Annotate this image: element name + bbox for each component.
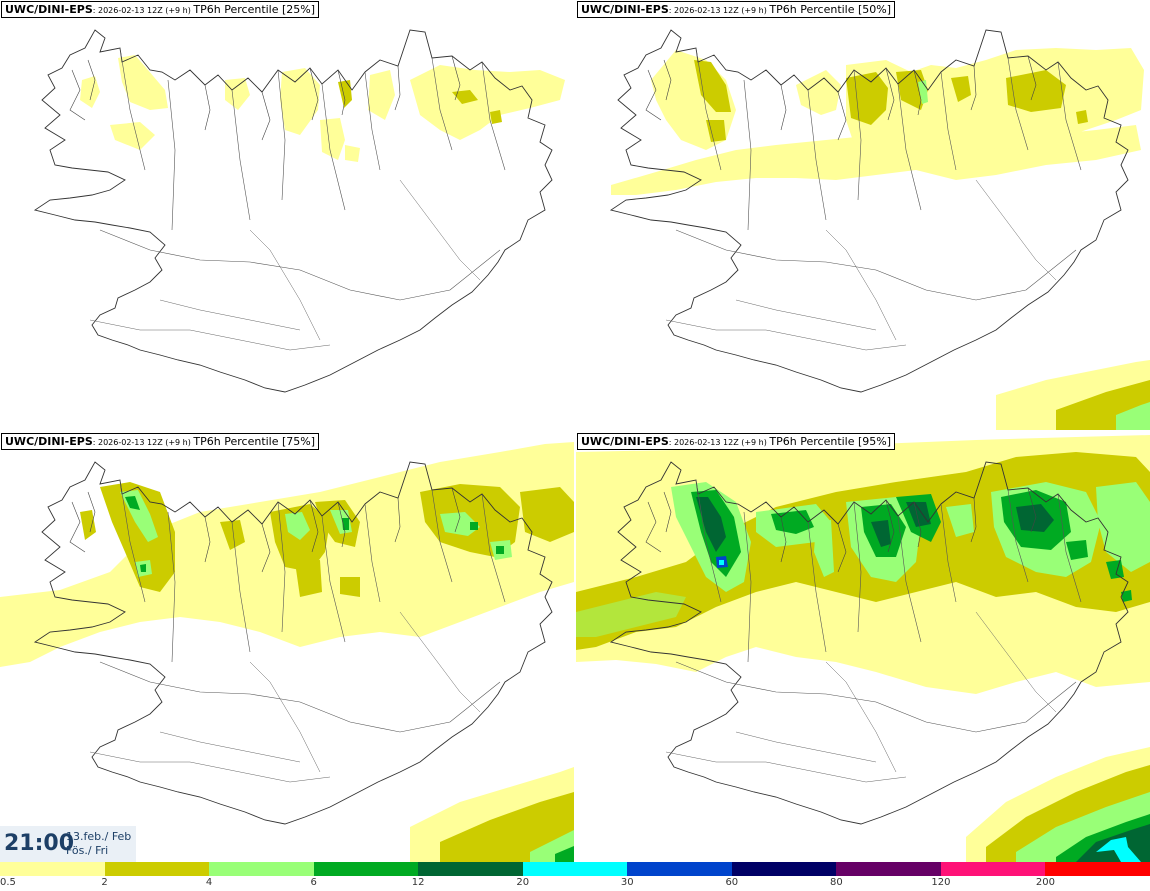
colorbar-segment — [731, 862, 837, 876]
colorbar-tick-label: 4 — [205, 877, 213, 888]
panel-run: : 2026-02-13 12Z (+9 h) — [92, 6, 194, 15]
colorbar-tick-label: 6 — [310, 877, 317, 888]
valid-time-clock: 21:00 — [4, 831, 75, 856]
panel-title: UWC/DINI-EPS: 2026-02-13 12Z (+9 h) TP6h… — [1, 1, 320, 18]
panel-title: UWC/DINI-EPS: 2026-02-13 12Z (+9 h) TP6h… — [1, 433, 320, 450]
colorbar-tick-label: 2 — [101, 877, 108, 888]
colorbar-tick-label: 20 — [516, 877, 530, 888]
colorbar-segment — [418, 862, 523, 876]
panel-run: : 2026-02-13 12Z (+9 h) — [668, 6, 770, 15]
precip-field — [576, 435, 1150, 862]
panel-divider — [574, 0, 576, 862]
colorbar-segment — [313, 862, 419, 876]
valid-day-line: Fös./ Fri — [66, 844, 109, 857]
panel-run: : 2026-02-13 12Z (+9 h) — [92, 438, 194, 447]
panel-source: UWC/DINI-EPS — [5, 435, 93, 448]
panel-product: TP6h Percentile [50%] — [769, 3, 892, 16]
map-panel-p50: UWC/DINI-EPS: 2026-02-13 12Z (+9 h) TP6h… — [576, 0, 1150, 430]
valid-time-date: 13.feb./ Feb Fös./ Fri — [66, 830, 131, 858]
colorbar-segment — [1045, 862, 1150, 876]
precip-map-p25 — [34, 29, 565, 393]
panel-product: TP6h Percentile [75%] — [193, 435, 316, 448]
valid-date-line: 13.feb./ Feb — [66, 830, 132, 843]
map-panel-p75: UWC/DINI-EPS: 2026-02-13 12Z (+9 h) TP6h… — [0, 432, 574, 862]
colorbar-tick-label: 200 — [1035, 877, 1055, 888]
precip-map-p95 — [576, 435, 1150, 862]
map-panel-p95: UWC/DINI-EPS: 2026-02-13 12Z (+9 h) TP6h… — [576, 432, 1150, 862]
panel-product: TP6h Percentile [95%] — [769, 435, 892, 448]
colorbar-segment — [836, 862, 941, 876]
panel-source: UWC/DINI-EPS — [581, 3, 669, 16]
colorbar-tick-label: 60 — [725, 877, 739, 888]
colorbar-segment — [0, 862, 105, 876]
valid-time-box: 21:00 13.feb./ Feb Fös./ Fri — [0, 826, 136, 862]
colorbar-tick-label: 0.5 — [0, 877, 16, 888]
precip-map-p50 — [610, 29, 1150, 430]
colorbar-segment — [209, 862, 314, 876]
precip-field — [611, 48, 1150, 430]
panel-run: : 2026-02-13 12Z (+9 h) — [668, 438, 770, 447]
colorbar-tick-label: 120 — [931, 877, 951, 888]
panel-source: UWC/DINI-EPS — [5, 3, 93, 16]
colorbar-tick-label: 12 — [411, 877, 425, 888]
precip-map-p75 — [0, 442, 574, 862]
colorbar-segment — [627, 862, 732, 876]
panel-title: UWC/DINI-EPS: 2026-02-13 12Z (+9 h) TP6h… — [577, 1, 896, 18]
colorbar-segment — [104, 862, 210, 876]
precip-field — [80, 55, 565, 162]
panel-source: UWC/DINI-EPS — [581, 435, 669, 448]
map-panel-p25: UWC/DINI-EPS: 2026-02-13 12Z (+9 h) TP6h… — [0, 0, 574, 430]
colorbar-labels: 0.5 2 4 6 12 20 30 60 80 120 200 — [0, 876, 1150, 891]
colorbar-tick-label: 30 — [620, 877, 634, 888]
panel-title: UWC/DINI-EPS: 2026-02-13 12Z (+9 h) TP6h… — [577, 433, 896, 450]
panel-product: TP6h Percentile [25%] — [193, 3, 316, 16]
colorbar — [0, 862, 1150, 876]
colorbar-segment — [522, 862, 628, 876]
precip-field — [0, 442, 574, 862]
colorbar-segment — [940, 862, 1046, 876]
colorbar-tick-label: 80 — [829, 877, 843, 888]
